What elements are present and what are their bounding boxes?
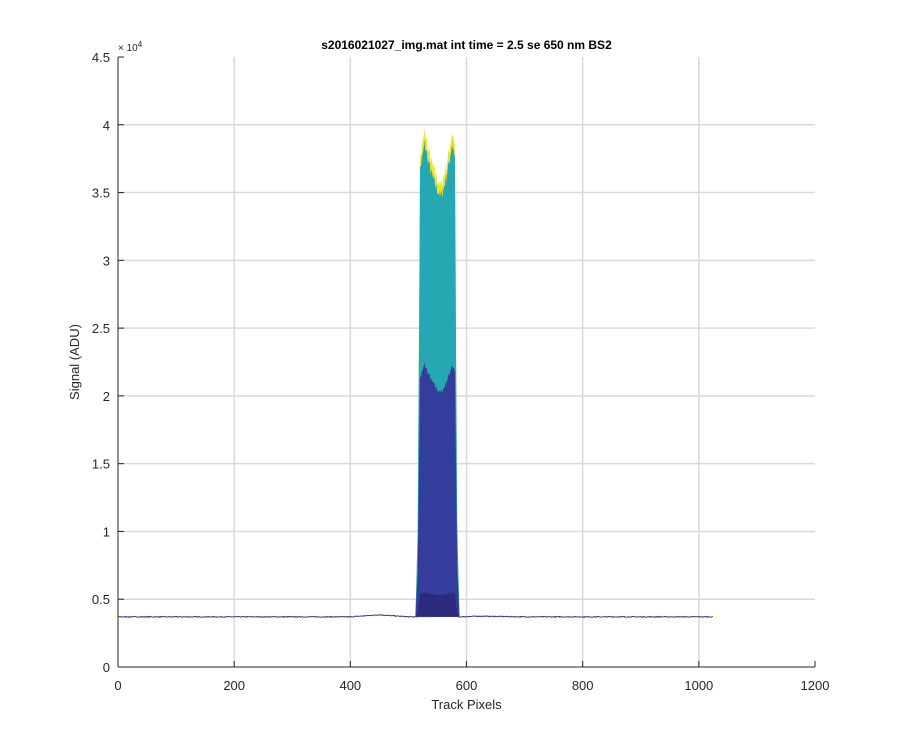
x-tick-label: 1000	[684, 678, 713, 693]
x-tick-label: 1200	[801, 678, 830, 693]
y-tick-label: 0	[103, 660, 110, 675]
grid	[118, 57, 815, 667]
y-tick-label: 2	[103, 389, 110, 404]
y-tick-label: 1	[103, 524, 110, 539]
y-tick-label: 3	[103, 253, 110, 268]
x-tick-label: 200	[223, 678, 245, 693]
x-axis-label: Track Pixels	[431, 697, 502, 712]
x-tick-label: 400	[339, 678, 361, 693]
y-tick-label: 1.5	[92, 457, 110, 472]
x-tick-label: 600	[456, 678, 478, 693]
chart-title: s2016021027_img.mat int time = 2.5 se 65…	[321, 38, 612, 52]
y-tick-label: 0.5	[92, 592, 110, 607]
y-exponent-label: × 104	[118, 40, 143, 54]
y-tick-label: 4.5	[92, 50, 110, 65]
y-tick-label: 4	[103, 118, 110, 133]
series-baseline-line	[117, 614, 714, 619]
ticks: 0 200 400 600 800 1000 1200 0 0.5 1 1.5 2 2.5 3 3.5 4 4.…	[92, 50, 830, 693]
y-tick-label: 2.5	[92, 321, 110, 336]
series-peak-band-blue	[415, 362, 460, 617]
data-marks	[117, 127, 714, 619]
x-tick-label: 0	[114, 678, 121, 693]
y-tick-label: 3.5	[92, 186, 110, 201]
y-axis-label: Signal (ADU)	[67, 324, 82, 400]
series-peak-band-base	[415, 592, 460, 617]
x-tick-label: 800	[572, 678, 594, 693]
